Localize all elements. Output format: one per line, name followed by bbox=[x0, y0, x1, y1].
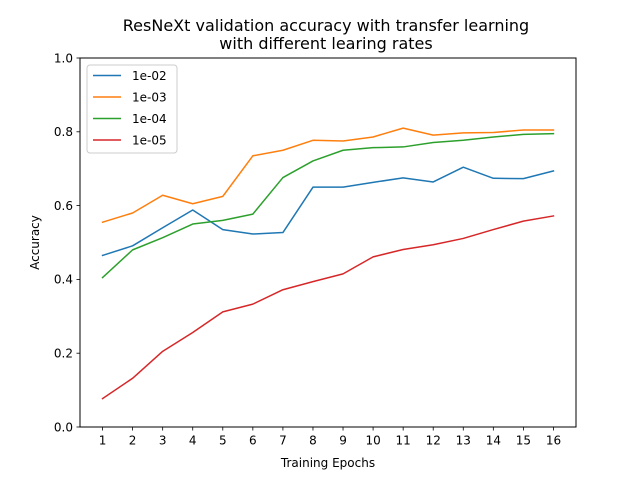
legend-label-3: 1e-05 bbox=[132, 133, 167, 147]
x-tick-label: 1 bbox=[99, 434, 107, 448]
x-tick-label: 8 bbox=[309, 434, 317, 448]
legend: 1e-02 1e-03 1e-04 1e-05 bbox=[86, 64, 178, 154]
x-tick-label: 6 bbox=[249, 434, 257, 448]
series-line-0 bbox=[101, 166, 555, 257]
y-tick-label: 0.8 bbox=[54, 125, 73, 139]
y-tick-label: 0.0 bbox=[54, 420, 73, 434]
x-tick-label: 7 bbox=[279, 434, 287, 448]
x-tick-label: 13 bbox=[456, 434, 471, 448]
x-tick-label: 5 bbox=[219, 434, 227, 448]
x-tick-label: 15 bbox=[516, 434, 531, 448]
plot-frame bbox=[79, 57, 577, 428]
series-lines bbox=[101, 127, 555, 400]
x-tick-label: 11 bbox=[396, 434, 411, 448]
y-tick-label: 0.6 bbox=[54, 199, 73, 213]
legend-label-1: 1e-03 bbox=[132, 90, 167, 104]
x-tick-label: 9 bbox=[339, 434, 347, 448]
x-axis-ticks: 1 2 3 4 5 6 7 8 9 10 11 12 13 14 15 16 bbox=[99, 427, 561, 448]
series-line-3 bbox=[101, 215, 555, 400]
x-tick-label: 12 bbox=[426, 434, 441, 448]
series-line-1 bbox=[101, 127, 555, 224]
legend-box bbox=[86, 64, 178, 154]
y-tick-label: 1.0 bbox=[54, 51, 73, 65]
legend-label-0: 1e-02 bbox=[132, 69, 167, 83]
x-tick-label: 3 bbox=[159, 434, 167, 448]
x-tick-label: 10 bbox=[365, 434, 380, 448]
x-tick-label: 4 bbox=[189, 434, 197, 448]
series-line-2 bbox=[101, 132, 555, 279]
x-tick-label: 16 bbox=[546, 434, 561, 448]
y-axis-ticks: 0.0 0.2 0.4 0.6 0.8 1.0 bbox=[54, 51, 80, 434]
chart-title-line-2: with different learing rates bbox=[219, 34, 432, 53]
y-axis-label: Accuracy bbox=[28, 215, 42, 270]
chart-title-line-1: ResNeXt validation accuracy with transfe… bbox=[123, 16, 529, 35]
x-tick-label: 2 bbox=[129, 434, 137, 448]
y-tick-label: 0.2 bbox=[54, 347, 73, 361]
x-tick-label: 14 bbox=[486, 434, 501, 448]
x-axis-label: Training Epochs bbox=[280, 456, 375, 470]
y-tick-label: 0.4 bbox=[54, 273, 73, 287]
legend-label-2: 1e-04 bbox=[132, 112, 167, 126]
